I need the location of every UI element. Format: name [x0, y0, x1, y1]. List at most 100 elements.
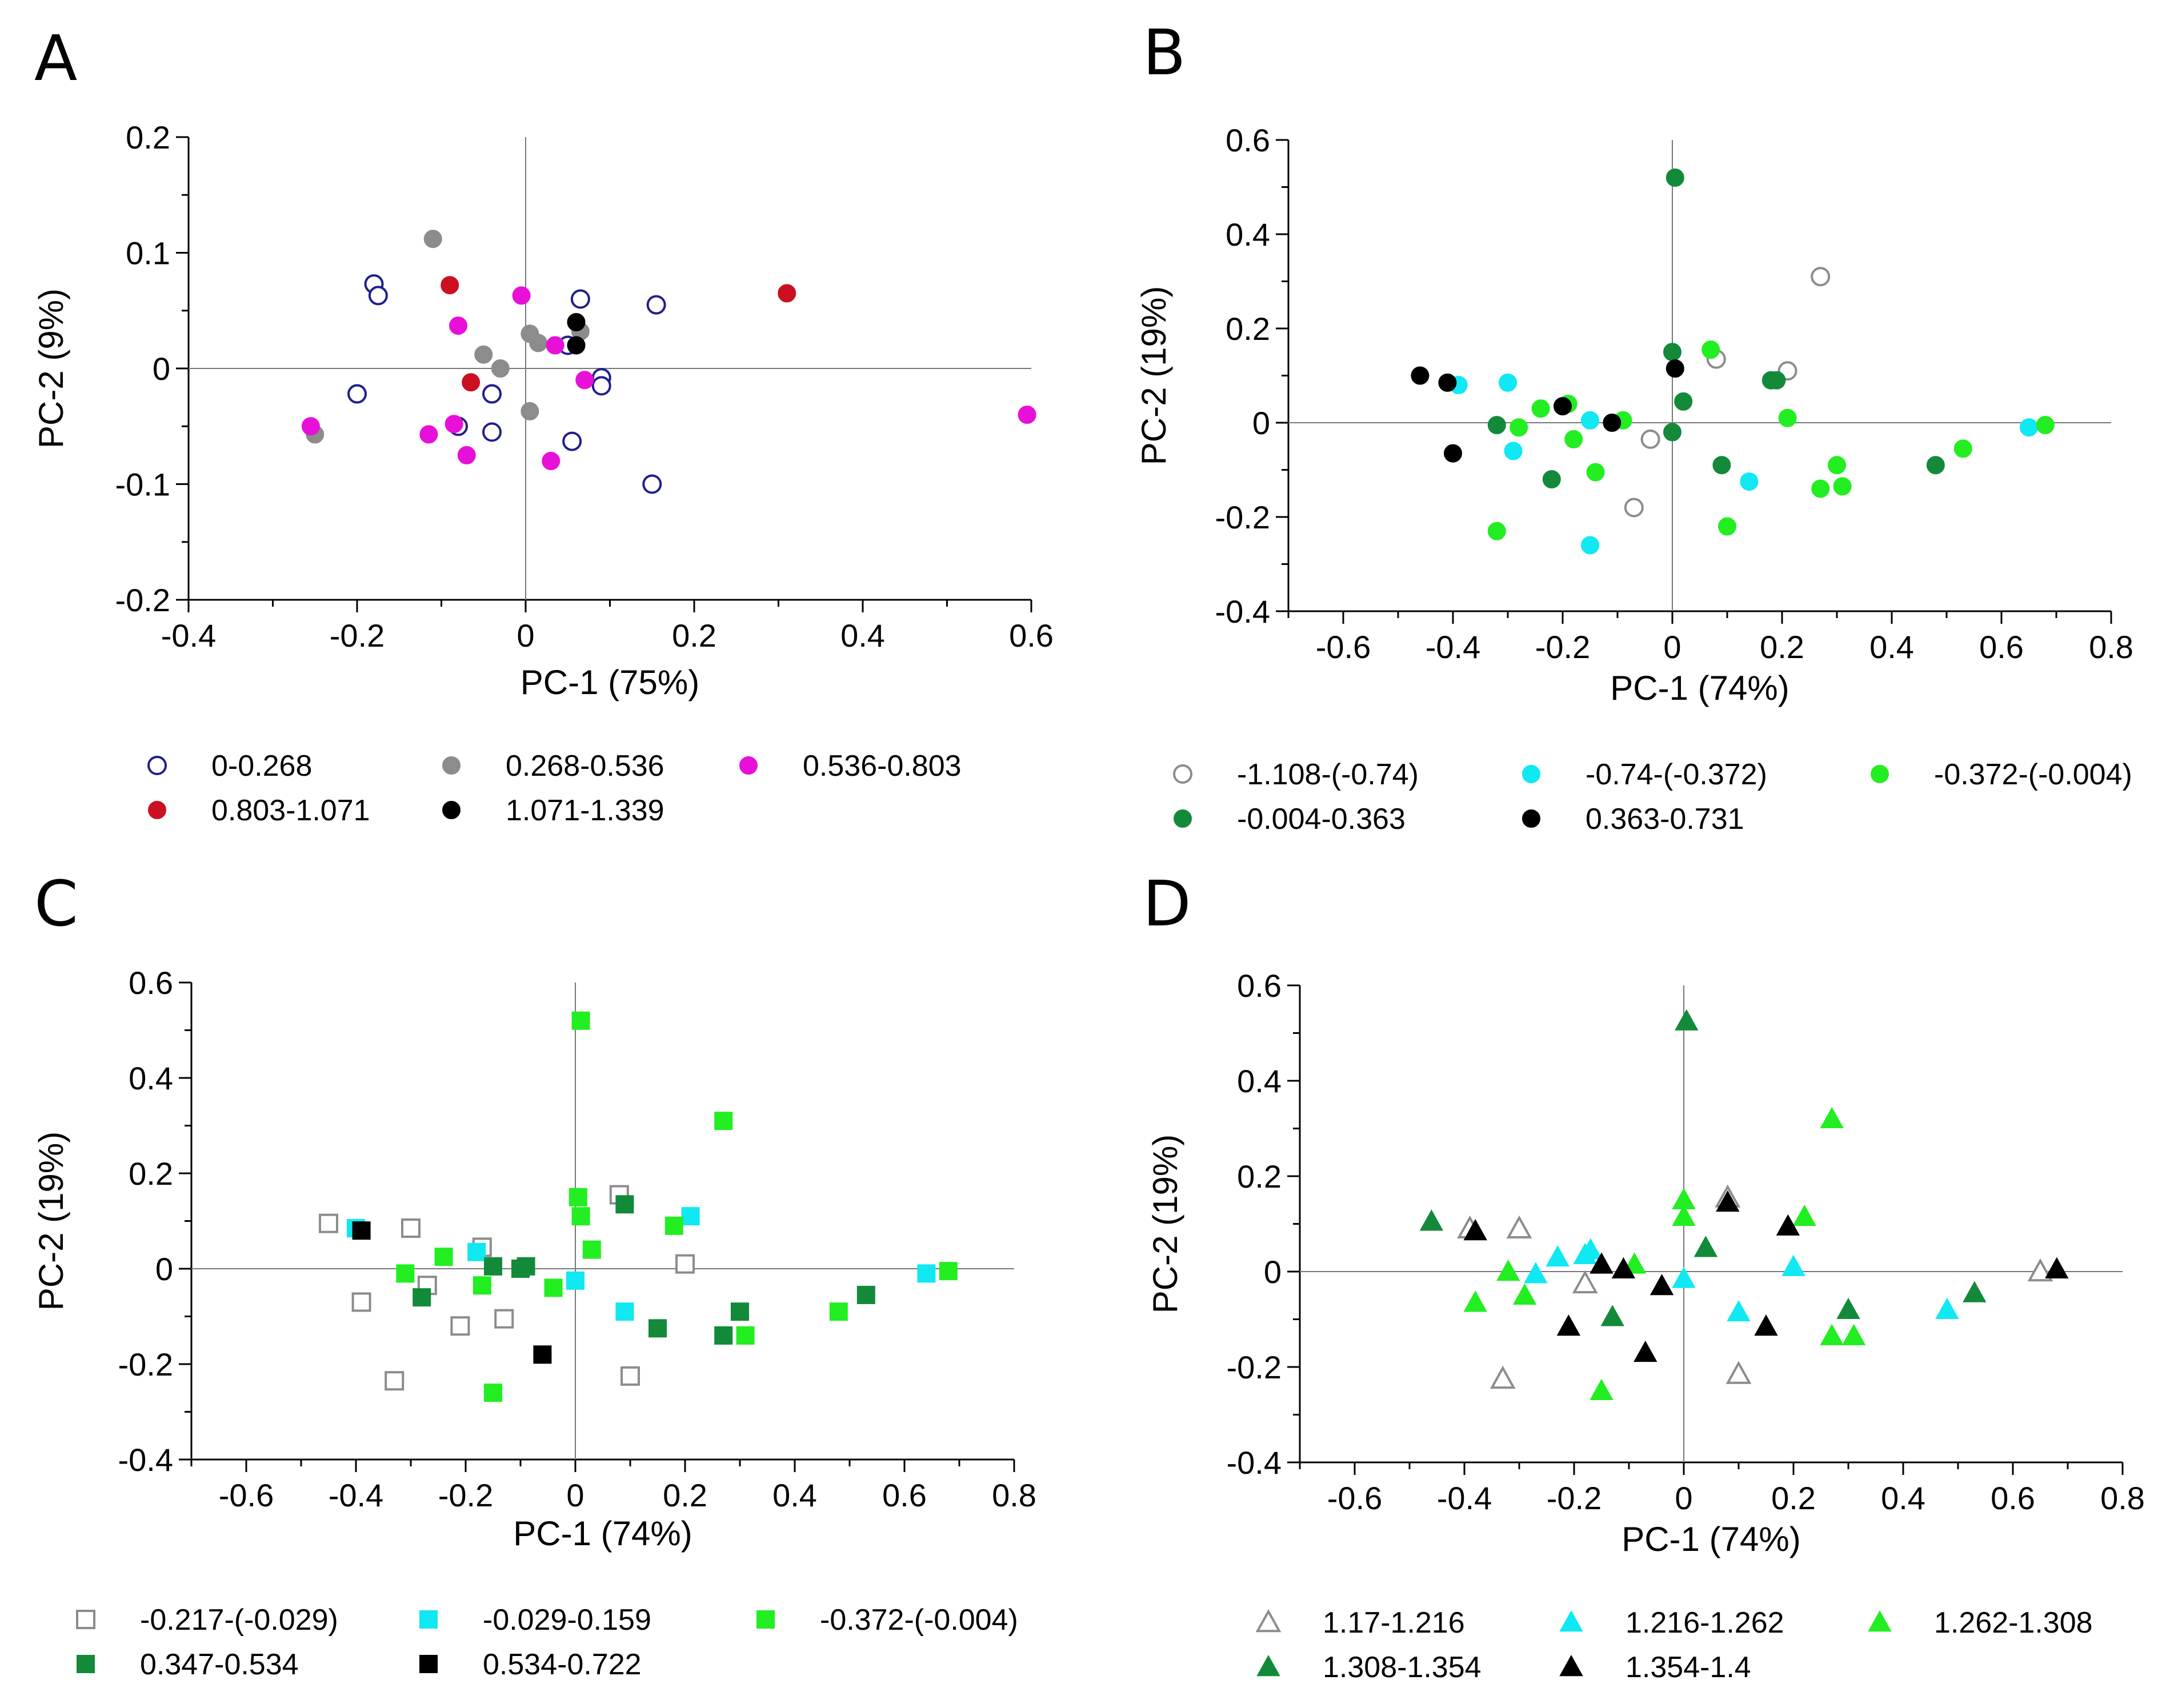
- y-tick-label: 0.6: [1237, 968, 1282, 1004]
- legend-label: 1.17-1.216: [1323, 1606, 1465, 1639]
- x-tick-label: -0.4: [1426, 629, 1481, 665]
- panel-letter: B: [1143, 16, 1186, 89]
- legend-label: 0.534-0.722: [483, 1648, 642, 1681]
- legend-label: -0.217-(-0.029): [140, 1603, 338, 1637]
- y-tick-label: 0.4: [129, 1060, 173, 1096]
- x-axis-title: PC-1 (75%): [521, 663, 699, 701]
- x-tick-label: 0.2: [663, 1477, 707, 1513]
- x-tick-label: -0.2: [1535, 629, 1591, 665]
- data-point: [1603, 414, 1622, 432]
- y-tick-label: 0.4: [1226, 216, 1270, 252]
- data-point: [512, 286, 531, 305]
- x-tick-label: -0.6: [1316, 629, 1371, 665]
- x-tick-label: 0.2: [672, 618, 716, 653]
- data-point: [1828, 456, 1846, 475]
- data-point: [450, 1316, 470, 1336]
- chart-panel-a: A-0.4 -0.2 0 0.2 0.4 0.6-0.2-0.100.10.2PC-1 (…: [32, 22, 1054, 827]
- y-axis-title: PC-2 (19%): [1135, 286, 1173, 465]
- data-point: [642, 474, 662, 494]
- x-tick-label: -0.4: [329, 1477, 384, 1513]
- data-point: [1935, 1297, 1959, 1319]
- y-tick-label: 0.6: [129, 965, 173, 1001]
- data-point: [423, 230, 442, 248]
- legend-label: -0.74-(-0.372): [1586, 758, 1767, 791]
- data-point: [413, 1288, 431, 1307]
- data-point: [1590, 1252, 1614, 1274]
- data-point: [1953, 439, 1972, 458]
- x-tick-label: 0.6: [882, 1477, 927, 1513]
- legend-label: -0.029-0.159: [483, 1603, 651, 1637]
- x-tick-label: 0.2: [1771, 1480, 1816, 1516]
- data-point: [467, 1242, 486, 1261]
- data-point: [491, 359, 510, 378]
- x-tick-label: 0.6: [1991, 1480, 2035, 1516]
- data-point: [1836, 1297, 1860, 1319]
- data-points: [301, 230, 1036, 494]
- data-point: [1727, 1300, 1751, 1322]
- data-point: [484, 1257, 502, 1276]
- legend-marker: [739, 756, 758, 775]
- data-point: [1411, 366, 1430, 385]
- data-point: [1792, 1204, 1816, 1226]
- data-point: [1767, 371, 1786, 390]
- data-point: [566, 1271, 584, 1290]
- y-tick-label: -0.2: [1227, 1349, 1282, 1385]
- data-point: [829, 1302, 848, 1321]
- data-point: [401, 1218, 421, 1238]
- data-point: [1674, 392, 1693, 411]
- data-point: [1963, 1281, 1987, 1302]
- legend-marker: [442, 756, 461, 775]
- legend: -0.217-(-0.029) -0.029-0.159 -0.372-(-0.00…: [76, 1603, 1018, 1681]
- data-point: [1531, 399, 1550, 418]
- data-point: [1018, 406, 1036, 424]
- data-point: [482, 422, 502, 442]
- legend-marker: [1871, 765, 1889, 783]
- data-point: [1649, 1273, 1674, 1296]
- data-point: [1693, 1236, 1718, 1257]
- data-point: [1663, 423, 1681, 442]
- data-point: [1581, 536, 1599, 555]
- data-point: [1438, 373, 1457, 392]
- data-point: [484, 1384, 502, 1402]
- legend-marker: [419, 1655, 438, 1673]
- y-tick-label: 0: [1264, 1254, 1282, 1290]
- data-point: [301, 417, 320, 436]
- y-axis-title: PC-2 (19%): [1146, 1134, 1184, 1313]
- data-point: [582, 1240, 601, 1259]
- data-point: [1419, 1209, 1444, 1231]
- legend-marker: [1256, 1654, 1280, 1677]
- data-point: [494, 1309, 514, 1329]
- data-point: [441, 276, 459, 295]
- legend-marker: [148, 801, 166, 819]
- data-point: [1820, 1324, 1844, 1345]
- data-point: [1833, 477, 1852, 496]
- data-point: [1490, 1365, 1516, 1389]
- y-tick-label: 0: [155, 1251, 173, 1287]
- data-point: [1524, 1262, 1548, 1284]
- y-tick-label: -0.4: [1215, 594, 1271, 630]
- panel-letter: A: [34, 22, 77, 95]
- panel-letter: C: [34, 867, 78, 940]
- y-tick-label: -0.2: [118, 1346, 174, 1382]
- data-point: [1542, 470, 1561, 488]
- data-point: [714, 1112, 733, 1130]
- x-axis-title: PC-1 (74%): [513, 1514, 692, 1553]
- y-tick-label: 0.6: [1226, 122, 1270, 158]
- legend-marker: [756, 1610, 775, 1629]
- data-point: [1624, 498, 1644, 518]
- y-tick-label: -0.2: [115, 582, 171, 618]
- data-point: [1581, 411, 1599, 430]
- x-tick-label: 0: [1675, 1480, 1692, 1516]
- x-tick-label: 0.4: [1881, 1480, 1925, 1516]
- chart-panel-d: D -0.6 -0.4 -0.2 0 0.2 0.4 0.6 0.8 -0.4 -0.2 0 0.2 0.…: [1143, 867, 2145, 1684]
- data-point: [1665, 169, 1684, 187]
- data-point: [575, 371, 594, 390]
- data-point: [1506, 1215, 1532, 1239]
- y-tick-label: 0.2: [129, 1156, 173, 1192]
- data-point: [482, 384, 502, 404]
- x-axis-title: PC-1 (74%): [1622, 1520, 1800, 1558]
- data-point: [567, 313, 586, 331]
- data-point: [1754, 1314, 1778, 1336]
- y-tick-label: 0: [1252, 405, 1270, 441]
- legend-label: 0-0.268: [211, 749, 312, 783]
